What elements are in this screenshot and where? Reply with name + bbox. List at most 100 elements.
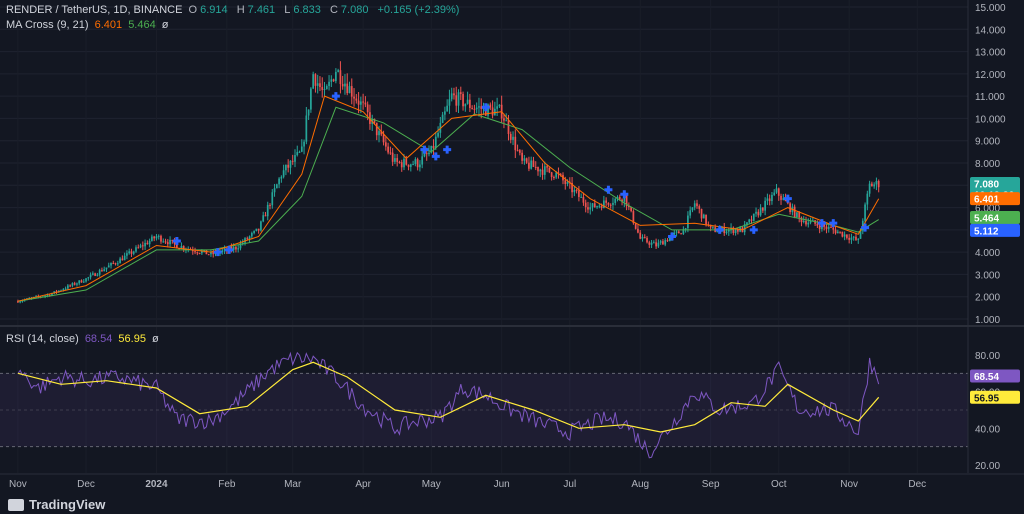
candle-body-down [632, 211, 635, 224]
candle-body-down [732, 227, 735, 234]
candle-body-up [57, 290, 60, 293]
candle-body-up [464, 103, 467, 107]
candle-body-up [132, 251, 135, 254]
candle-body-up [87, 277, 90, 279]
candle-body-up [157, 235, 160, 237]
candle-body-up [359, 101, 362, 105]
candle-body-down [235, 246, 237, 250]
candle-body-down [537, 166, 539, 172]
candle-body-down [578, 190, 580, 197]
price-tick-label: 12.000 [975, 70, 1006, 81]
candle-body-up [450, 93, 453, 100]
candle-body-up [266, 204, 269, 217]
time-tick-label: Oct [771, 479, 787, 490]
time-tick-label: May [422, 479, 441, 490]
ma-cross-marker [331, 92, 340, 101]
rsi-tick-label: 80.00 [975, 351, 1000, 362]
candle-body-up [691, 207, 694, 211]
ma-cross-legend[interactable]: MA Cross (9, 21) 6.401 5.464 ø [6, 19, 172, 31]
candle-body-down [700, 208, 703, 219]
time-tick-label: Sep [702, 479, 720, 490]
candle-body-up [323, 89, 326, 91]
candle-body-down [593, 203, 596, 208]
rsi-band-background [0, 372, 968, 448]
candle-body-up [659, 241, 662, 243]
candle-body-down [637, 228, 639, 233]
candle-body-up [62, 289, 65, 291]
ma-cross-markers [172, 92, 870, 257]
candle-body-down [550, 172, 553, 178]
tradingview-brand[interactable]: TradingView [8, 497, 105, 512]
rsi-legend[interactable]: RSI (14, close) 68.54 56.95 ø [6, 333, 162, 345]
rsi-value: 68.54 [84, 333, 113, 345]
candle-body-down [141, 245, 144, 247]
slow-ma-line [17, 106, 879, 302]
candle-body-up [151, 236, 153, 241]
candle-body-up [523, 158, 526, 161]
candle-body-up [725, 231, 728, 234]
candle-body-up [598, 205, 601, 207]
change-value: +0.165 (+2.39%) [377, 4, 460, 16]
candle-body-down [473, 108, 476, 110]
slow-ma-value: 5.464 [128, 19, 156, 31]
candle-body-down [680, 233, 682, 235]
candle-body-up [89, 274, 92, 278]
candle-body-up [675, 231, 678, 233]
candle-body-down [389, 152, 392, 154]
ma-cross-label: MA Cross (9, 21) [6, 19, 89, 31]
candle-body-up [796, 212, 798, 218]
candle-body-down [121, 258, 124, 261]
candle-body-up [657, 242, 660, 247]
candle-body-up [419, 164, 421, 168]
rsi-visibility-eye-icon[interactable]: ø [152, 333, 159, 345]
candle-body-up [296, 152, 299, 156]
candle-body-up [85, 278, 87, 282]
price-tick-label: 8.000 [975, 159, 1000, 170]
candle-body-down [425, 153, 428, 155]
candle-body-up [262, 215, 265, 222]
symbol-title: RENDER / TetherUS, 1D, BINANCE [6, 4, 183, 16]
candle-body-down [471, 107, 474, 109]
candle-body-up [67, 285, 69, 289]
close-label: C [329, 4, 338, 16]
candle-body-up [76, 283, 78, 285]
candle-body-up [378, 131, 380, 136]
ma-value-tag-bg [970, 211, 1020, 225]
candle-body-up [466, 99, 469, 104]
candle-body-up [310, 88, 312, 110]
candle-body-up [280, 176, 283, 179]
ma-cross-marker [431, 152, 440, 161]
candle-body-up [716, 231, 719, 233]
candle-body-down [207, 254, 210, 256]
candle-body-down [607, 202, 610, 205]
candle-body-down [453, 93, 455, 96]
ma-value-tag-text: 6.401 [974, 195, 999, 206]
candle-body-down [375, 122, 378, 136]
candle-body-down [648, 242, 651, 245]
candle-body-up [444, 111, 446, 115]
candle-body-up [616, 196, 619, 199]
candle-body-up [51, 293, 53, 296]
visibility-eye-icon[interactable]: ø [161, 19, 169, 31]
candle-body-down [80, 280, 83, 283]
candle-body-up [712, 227, 714, 229]
candle-body-up [746, 222, 748, 225]
rsi-lines [17, 351, 880, 459]
candle-body-up [603, 200, 605, 209]
time-tick-label: Dec [77, 479, 95, 490]
candle-body-down [662, 241, 664, 245]
time-tick-label: Apr [355, 479, 371, 490]
low-label: L [284, 4, 291, 16]
candle-body-up [344, 83, 346, 87]
candle-body-up [110, 262, 112, 266]
candle-body-down [639, 232, 642, 239]
rsi-ma-line [17, 361, 880, 433]
rsi-ma-value-tag-text: 56.95 [974, 393, 999, 404]
ma-cross-marker [620, 190, 629, 199]
candle-body-down [509, 133, 512, 140]
candle-body-up [144, 242, 146, 247]
ma-value-tag-bg [970, 192, 1020, 206]
candle-body-up [169, 239, 171, 245]
candle-body-down [553, 177, 555, 179]
